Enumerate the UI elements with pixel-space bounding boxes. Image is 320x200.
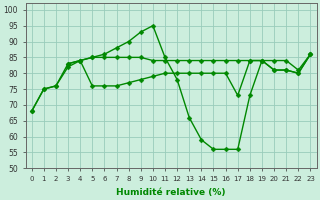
X-axis label: Humidité relative (%): Humidité relative (%) — [116, 188, 226, 197]
